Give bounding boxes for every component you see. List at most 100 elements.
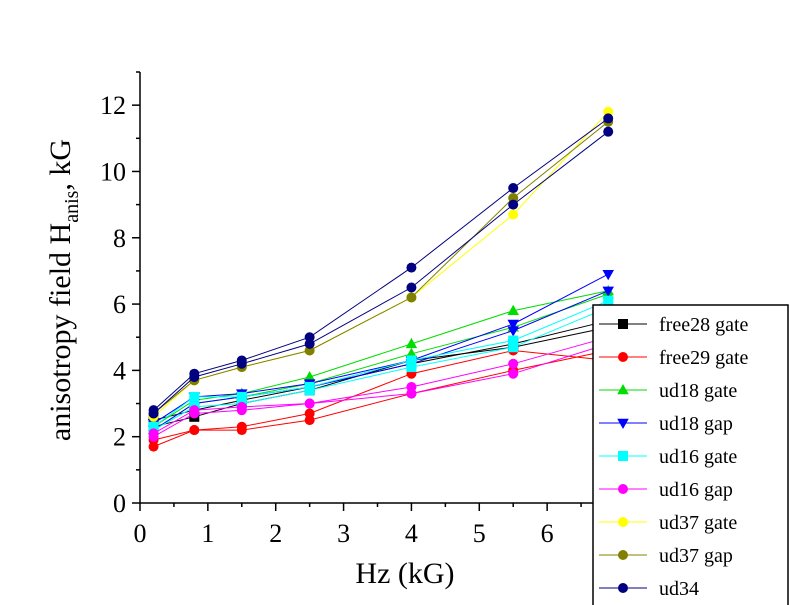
legend-label: ud37 gate [659,512,737,534]
y-tick-label: 12 [100,91,126,120]
data-point [405,337,418,349]
x-ticks: 0 1 2 3 4 5 6 [134,503,582,548]
legend-label: ud16 gap [659,479,733,501]
legend-item: free28 gate [599,314,749,336]
legend-marker [618,451,628,461]
legend-label: free28 gate [659,314,749,336]
legend-marker [618,352,628,362]
y-axis-title-suffix: , kG [44,139,77,191]
legend-label: ud37 gap [659,545,733,567]
data-point [406,388,417,399]
legend-item: ud34 [599,578,699,600]
legend-label: ud16 gate [659,446,737,468]
data-point [507,304,519,315]
data-point [303,371,316,382]
y-tick-label: 10 [100,157,126,186]
data-point [304,338,315,349]
y-axis-title: anisotropy field Hanis, kG [44,139,83,441]
data-point [406,355,417,366]
series-ud16-gap [148,332,614,442]
y-tick-label: 2 [113,423,126,452]
series-free29-gate [148,345,614,452]
y-ticks: 0 2 4 6 8 10 12 [100,71,140,518]
legend-marker [618,517,628,527]
legend-item: ud16 gate [599,446,737,468]
series-ud37-gap [148,116,614,419]
data-point [508,368,519,379]
y-tick-label: 0 [113,489,126,518]
x-axis-title: Hz (kG) [355,557,454,590]
data-point [406,292,417,303]
data-point [603,113,614,124]
data-point [148,431,159,442]
series-layer [147,106,614,452]
series-line [153,117,609,411]
data-point [508,183,519,194]
data-point [148,441,159,452]
data-point [236,358,247,369]
data-point [507,319,519,330]
legend-label: ud18 gap [659,413,733,435]
x-tick-label: 4 [405,519,418,548]
y-axis-title-sub: anis [61,190,83,222]
legend-item: ud16 gap [599,479,733,501]
series-line [153,290,609,428]
data-point [304,415,315,426]
legend-item: ud18 gate [599,380,737,402]
series-line [153,293,609,431]
legend-marker [618,550,628,560]
legend-marker [617,384,629,395]
data-point [406,262,417,273]
series-ud18-gap [147,269,614,437]
data-point [148,408,159,419]
legend-marker [618,484,628,494]
x-tick-label: 1 [201,519,214,548]
data-point [189,391,200,402]
legend-item: ud37 gate [599,512,737,534]
legend-item: ud18 gap [599,413,733,435]
data-point [236,425,247,436]
axes [139,72,615,504]
data-point [406,282,417,293]
legend-item: ud37 gap [599,545,733,567]
data-point [189,425,200,436]
legend: free28 gate free29 gate ud18 gate ud18 gap u… [592,304,789,605]
x-tick-label: 3 [337,519,350,548]
legend-marker [618,583,628,593]
series-line [153,273,609,424]
data-point [602,286,614,297]
data-point [508,335,519,346]
data-point [406,362,417,373]
x-tick-label: 5 [473,519,486,548]
legend-label: ud34 [659,578,699,600]
data-point [507,326,519,337]
data-point [508,342,519,353]
legend-marker [618,319,628,329]
x-tick-label: 2 [269,519,282,548]
legend-label: free29 gate [659,347,749,369]
data-point [603,126,614,137]
y-tick-label: 4 [113,356,126,385]
legend-item: free29 gate [599,347,749,369]
legend-label: ud18 gate [659,380,737,402]
series-line [153,343,609,438]
data-point [189,408,200,419]
data-point [508,358,519,369]
data-point [189,372,200,383]
data-point [236,391,247,402]
data-point [508,199,519,210]
data-point [236,405,247,416]
legend-marker [617,418,629,429]
y-tick-label: 8 [113,224,126,253]
data-point [304,385,315,396]
y-axis-title-main: anisotropy field H [44,223,77,441]
y-tick-label: 6 [113,290,126,319]
data-point [603,295,614,306]
x-tick-label: 0 [134,519,147,548]
data-point [602,269,614,281]
x-tick-label: 6 [541,519,554,548]
series-ud34 [148,113,614,419]
data-point [304,398,315,409]
data-point [508,209,519,220]
